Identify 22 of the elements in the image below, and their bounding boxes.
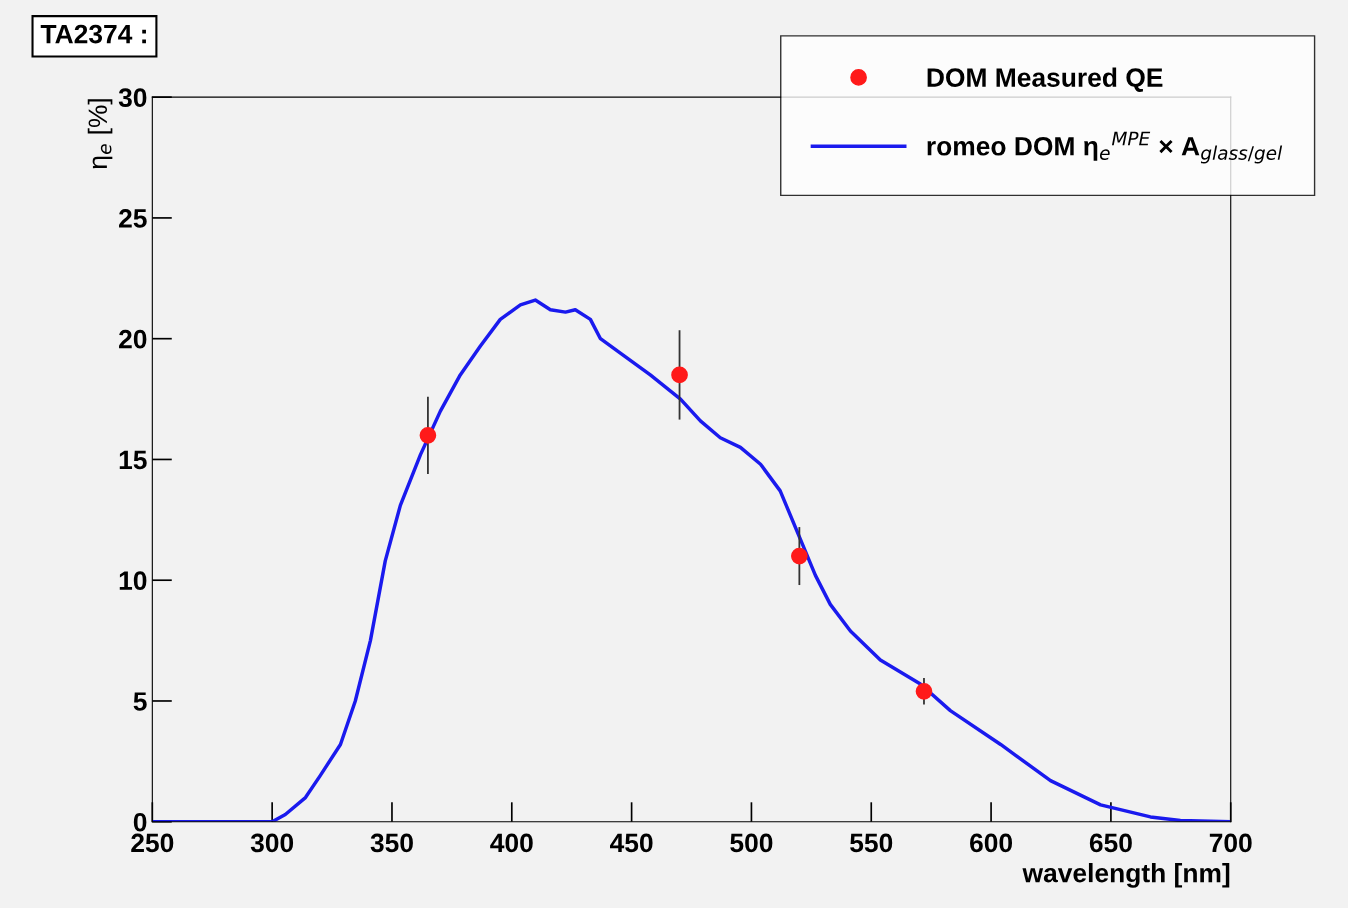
x-tick-label: 550 <box>850 833 893 853</box>
x-tick-label: 600 <box>970 833 1013 853</box>
x-axis-title: wavelength [nm] <box>1022 863 1230 888</box>
y-tick-label: 25 <box>119 209 147 228</box>
chart-title: TA2374 : <box>40 24 146 44</box>
y-tick-label: 30 <box>118 88 147 108</box>
x-tick-label: 300 <box>250 833 294 853</box>
y-tick-label: 10 <box>119 571 147 591</box>
x-tick-label: 250 <box>131 833 174 853</box>
legend-label: DOM Measured QE <box>927 67 1163 92</box>
x-tick-label: 350 <box>370 833 413 853</box>
y-tick-label: 15 <box>119 450 147 470</box>
x-tick-label: 450 <box>610 833 653 853</box>
x-tick-label: 500 <box>730 833 773 853</box>
x-tick-label: 650 <box>1089 833 1132 853</box>
y-tick-label: 20 <box>119 329 147 349</box>
x-tick-label: 400 <box>490 833 533 853</box>
y-tick-label: 0 <box>133 812 147 832</box>
x-tick-label: 700 <box>1209 833 1252 853</box>
y-axis-title: η$_{e}$ [%] <box>87 99 113 169</box>
y-tick-label: 5 <box>133 692 147 711</box>
legend-label: romeo DOM η$_{e}$$^{MPE}$ × A$_{glass/gel}$ <box>927 131 1283 164</box>
